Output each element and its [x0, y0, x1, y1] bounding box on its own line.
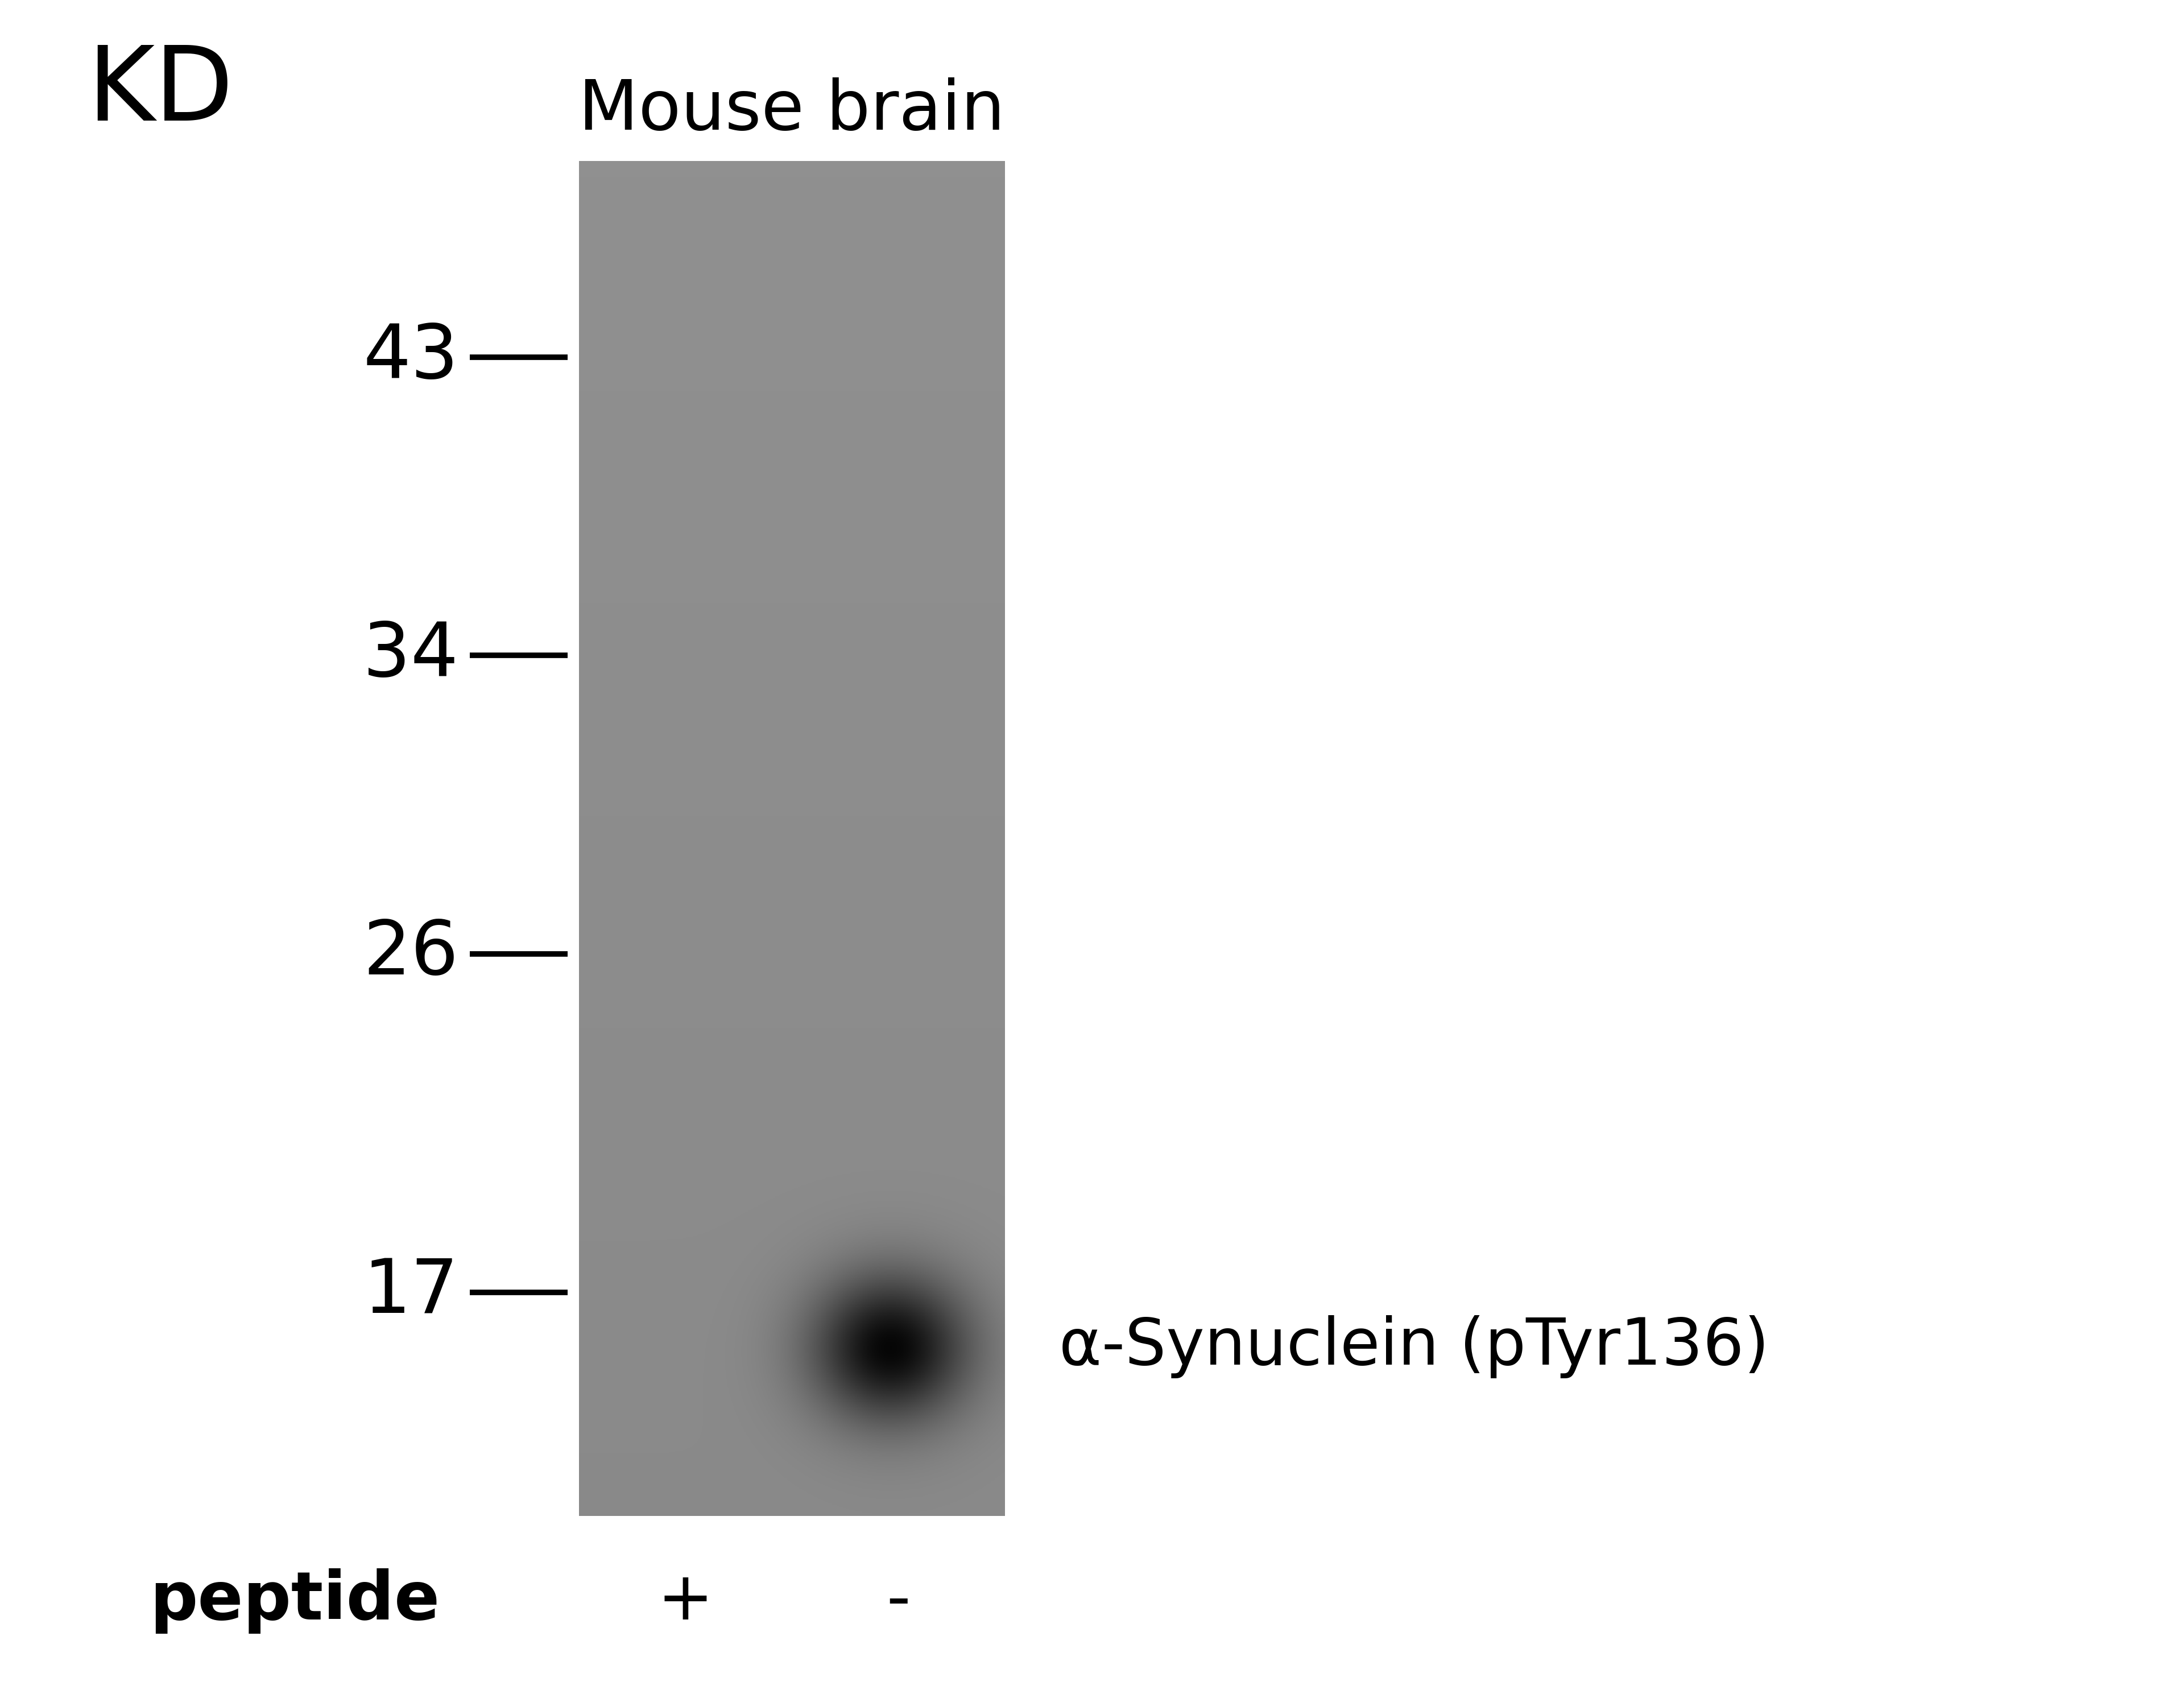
Text: KD: KD	[87, 42, 234, 142]
Text: 43: 43	[363, 322, 459, 393]
Text: 17: 17	[363, 1257, 459, 1328]
Text: +: +	[657, 1569, 714, 1633]
Text: -: -	[887, 1569, 911, 1633]
Text: peptide: peptide	[151, 1569, 439, 1633]
Text: α-Synuclein (pTyr136): α-Synuclein (pTyr136)	[1059, 1315, 1769, 1379]
Text: 26: 26	[363, 918, 459, 989]
Text: Mouse brain: Mouse brain	[579, 78, 1005, 144]
Text: 34: 34	[363, 620, 459, 691]
